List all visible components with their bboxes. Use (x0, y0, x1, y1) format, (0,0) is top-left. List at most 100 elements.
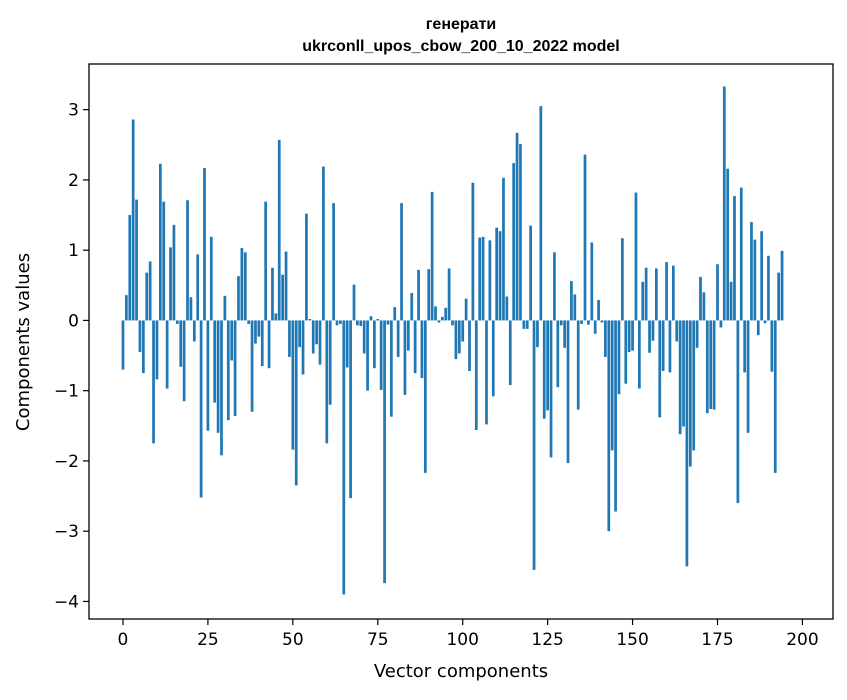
bar-76 (379, 320, 383, 390)
bar-137 (587, 320, 590, 325)
bar-139 (593, 320, 597, 334)
bar-183 (743, 320, 747, 373)
bar-20 (189, 297, 193, 321)
bar-40 (257, 320, 261, 337)
bar-58 (318, 320, 322, 365)
bar-30 (223, 295, 227, 321)
y-tick-label: 1 (68, 241, 79, 261)
bar-105 (478, 237, 482, 321)
bar-173 (709, 320, 713, 409)
bar-111 (498, 231, 502, 321)
bar-162 (671, 265, 675, 321)
bar-86 (413, 320, 417, 374)
bar-116 (515, 132, 519, 321)
chart-title-line-1: генерати (426, 16, 496, 33)
bar-97 (451, 320, 454, 326)
bar-63 (335, 320, 339, 326)
bar-12 (162, 201, 166, 321)
bar-31 (226, 320, 230, 421)
bar-91 (430, 191, 434, 321)
bar-110 (495, 227, 499, 321)
bar-32 (230, 320, 234, 361)
bar-147 (621, 238, 624, 321)
bar-115 (512, 163, 516, 321)
bar-1 (125, 295, 128, 321)
bar-114 (508, 320, 512, 386)
bar-104 (474, 320, 478, 431)
bar-193 (777, 272, 780, 321)
bar-93 (437, 320, 441, 323)
bar-21 (192, 320, 196, 342)
bar-159 (661, 320, 665, 371)
bar-181 (736, 320, 740, 504)
bar-190 (767, 255, 770, 321)
bar-81 (396, 320, 400, 357)
bar-172 (705, 320, 709, 414)
bar-178 (726, 168, 730, 321)
bar-146 (617, 320, 621, 395)
bar-52 (298, 320, 301, 348)
bar-124 (542, 320, 546, 419)
bar-171 (702, 292, 706, 321)
bar-123 (539, 106, 543, 321)
bar-174 (712, 320, 716, 410)
bar-166 (685, 320, 689, 567)
bar-131 (566, 320, 570, 464)
bar-29 (220, 320, 223, 456)
bar-165 (682, 320, 685, 427)
x-tick-label: 100 (446, 630, 478, 650)
bar-37 (247, 320, 251, 324)
bar-65 (342, 320, 346, 595)
bar-138 (590, 242, 594, 321)
bar-167 (688, 320, 692, 467)
bar-157 (654, 268, 658, 321)
bar-155 (648, 320, 651, 353)
bar-74 (373, 320, 376, 369)
bar-56 (311, 320, 315, 354)
bar-47 (281, 274, 284, 321)
bar-94 (440, 316, 444, 321)
bar-136 (583, 154, 587, 321)
bar-10 (155, 320, 159, 380)
bar-127 (553, 252, 556, 321)
bar-89 (423, 320, 427, 473)
bar-6 (142, 320, 145, 374)
bar-161 (668, 320, 672, 373)
bar-0 (121, 320, 125, 370)
bar-99 (457, 320, 461, 354)
bar-8 (148, 261, 152, 321)
bar-70 (359, 320, 363, 327)
bar-101 (464, 298, 468, 321)
bar-42 (264, 201, 268, 321)
bar-68 (352, 284, 356, 321)
bar-19 (186, 200, 189, 321)
bar-75 (376, 319, 380, 321)
bar-50 (291, 320, 295, 450)
bar-153 (641, 281, 645, 321)
bar-145 (614, 320, 617, 512)
bar-15 (172, 224, 176, 321)
bar-169 (695, 320, 699, 348)
bar-79 (390, 320, 393, 417)
x-axis-ticks: 0 25 50 75 100 125 150 175 200 (118, 619, 819, 650)
bar-108 (488, 240, 492, 321)
bar-149 (627, 320, 631, 353)
bar-7 (145, 272, 149, 321)
bar-143 (607, 320, 611, 532)
bar-73 (369, 316, 373, 321)
bar-96 (447, 268, 451, 321)
bar-77 (383, 320, 386, 584)
bar-175 (716, 264, 719, 321)
bar-5 (138, 320, 142, 353)
bar-28 (216, 320, 220, 433)
bar-33 (233, 320, 237, 416)
bar-113 (505, 296, 509, 321)
y-axis-ticks: 3 2 1 0 −1 −2 −3 −4 (54, 101, 89, 612)
bar-102 (468, 320, 471, 371)
bar-148 (624, 320, 628, 384)
bar-121 (532, 320, 536, 570)
bar-69 (356, 320, 359, 326)
bar-82 (400, 203, 403, 321)
bar-130 (563, 320, 566, 348)
